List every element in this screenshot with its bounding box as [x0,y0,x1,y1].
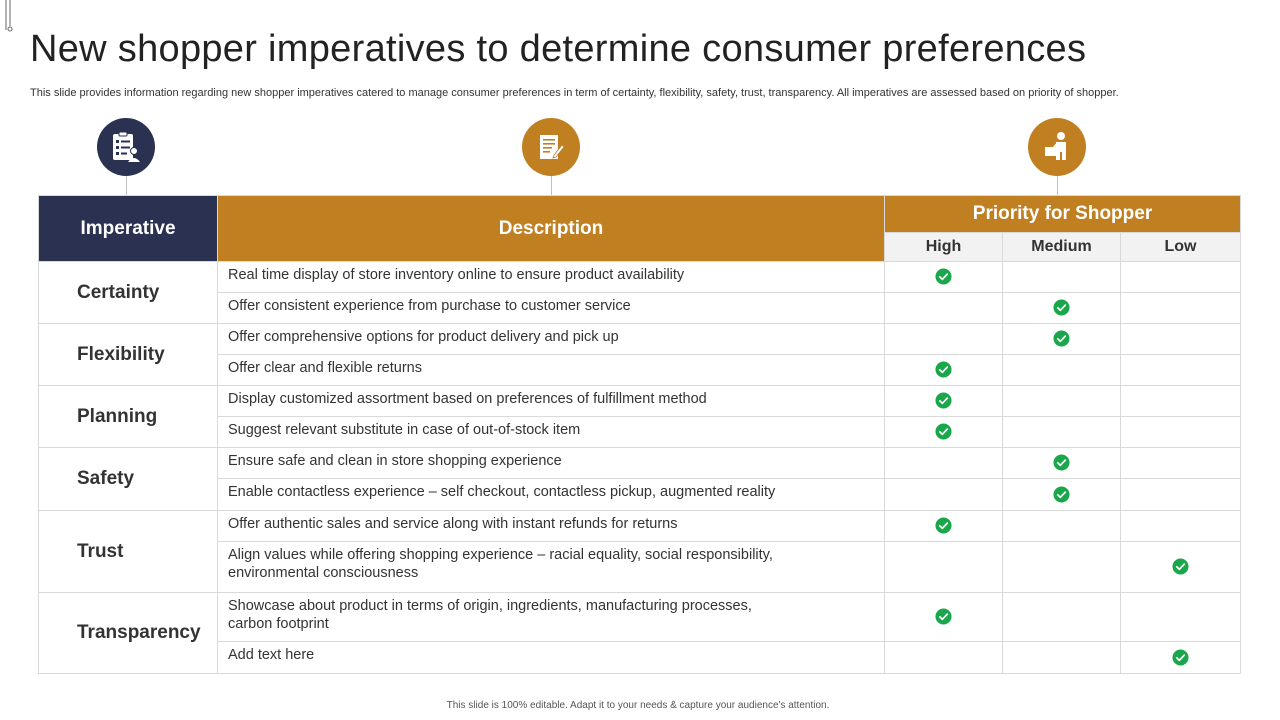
description-cell: Offer authentic sales and service along … [217,510,885,542]
table-row: Offer clear and flexible returns [39,354,1241,386]
priority-high-cell [884,292,1003,324]
imperative-cell: Flexibility [38,323,218,386]
imperative-cell: Planning [38,385,218,448]
header-imperative: Imperative [38,195,218,262]
header-medium: Medium [1002,232,1121,262]
priority-high-cell [884,385,1003,417]
priority-low-cell [1120,510,1241,542]
header-priority: Priority for Shopper [884,195,1241,233]
priority-low-cell [1120,261,1241,293]
check-icon [935,268,952,285]
description-cell: Showcase about product in terms of origi… [217,592,885,642]
check-icon [935,608,952,625]
imperative-cell: Trust [38,510,218,593]
document-pen-icon [540,135,565,159]
table-row: Flexibility Offer comprehensive options f… [38,323,1241,386]
table-row: Trust Offer authentic sales and service a… [38,510,1241,593]
priority-medium-cell [1002,641,1121,674]
check-icon [1053,454,1070,471]
priority-low-cell [1120,416,1241,448]
page-title: New shopper imperatives to determine con… [30,28,1087,70]
priority-low-cell [1120,292,1241,324]
description-cell: Offer consistent experience from purchas… [217,292,885,324]
header-low: Low [1120,232,1241,262]
priority-low-cell [1120,478,1241,511]
description-cell: Suggest relevant substitute in case of o… [217,416,885,448]
priority-low-cell [1120,541,1241,593]
priority-high-cell [884,541,1003,593]
priority-low-cell [1120,323,1241,355]
document-pen-icon-badge [522,118,582,196]
table-row: Offer consistent experience from purchas… [39,292,1241,324]
header-high: High [884,232,1003,262]
check-icon [935,517,952,534]
priority-medium-cell [1002,261,1121,293]
imperative-cell: Certainty [38,261,218,324]
table-row: Align values while offering shopping exp… [39,541,1241,593]
priority-low-cell [1120,354,1241,386]
priority-high-cell [884,323,1003,355]
priority-medium-cell [1002,510,1121,542]
priority-medium-cell [1002,541,1121,593]
table-row: Safety Ensure safe and clean in store sho… [38,447,1241,511]
header-description: Description [217,195,885,262]
priority-high-cell [884,447,1003,479]
description-cell: Align values while offering shopping exp… [217,541,885,593]
table-row: Certainty Real time display of store inve… [38,261,1241,324]
description-cell: Real time display of store inventory onl… [217,261,885,293]
check-icon [1053,299,1070,316]
priority-high-cell [884,416,1003,448]
priority-medium-cell [1002,323,1121,355]
priority-low-cell [1120,385,1241,417]
priority-medium-cell [1002,354,1121,386]
description-cell: Enable contactless experience – self che… [217,478,885,511]
table-row: Transparency Showcase about product in te… [38,592,1241,674]
priority-high-cell [884,510,1003,542]
priority-medium-cell [1002,292,1121,324]
imperatives-table: Imperative Description Priority for Shop… [38,195,1241,674]
checklist-icon-badge [97,118,157,196]
priority-high-cell [884,478,1003,511]
imperative-cell: Transparency [38,592,218,674]
priority-medium-cell [1002,592,1121,642]
check-icon [1172,649,1189,666]
description-cell: Display customized assortment based on p… [217,385,885,417]
table-row: Planning Display customized assortment ba… [38,385,1241,448]
priority-medium-cell [1002,416,1121,448]
page-subtitle: This slide provides information regardin… [30,87,1119,99]
description-cell: Ensure safe and clean in store shopping … [217,447,885,479]
priority-medium-cell [1002,447,1121,479]
corner-decoration [5,0,13,32]
description-cell: Offer clear and flexible returns [217,354,885,386]
person-box-icon-badge [1028,118,1088,196]
priority-high-cell [884,641,1003,674]
priority-high-cell [884,592,1003,642]
priority-medium-cell [1002,385,1121,417]
check-icon [935,361,952,378]
imperative-cell: Safety [38,447,218,511]
check-icon [935,392,952,409]
check-icon [935,423,952,440]
footer-note: This slide is 100% editable. Adapt it to… [446,700,830,711]
priority-low-cell [1120,592,1241,642]
check-icon [1172,558,1189,575]
checklist-icon [113,131,140,162]
description-cell: Offer comprehensive options for product … [217,323,885,355]
priority-low-cell [1120,641,1241,674]
table-row: Suggest relevant substitute in case of o… [39,416,1241,448]
table-row: Add text here [39,641,1241,674]
check-icon [1053,486,1070,503]
priority-low-cell [1120,447,1241,479]
priority-medium-cell [1002,478,1121,511]
priority-high-cell [884,261,1003,293]
person-box-icon [1045,132,1066,160]
priority-high-cell [884,354,1003,386]
description-cell: Add text here [217,641,885,674]
check-icon [1053,330,1070,347]
table-row: Enable contactless experience – self che… [39,478,1241,511]
